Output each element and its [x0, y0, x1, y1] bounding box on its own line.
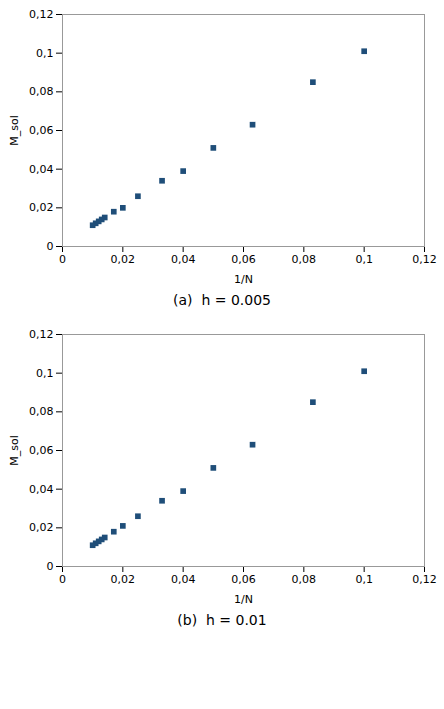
svg-text:0,04: 0,04	[29, 163, 54, 176]
svg-text:0: 0	[47, 240, 54, 253]
svg-text:0,1: 0,1	[36, 47, 54, 60]
svg-text:0: 0	[47, 560, 54, 573]
svg-text:0,08: 0,08	[29, 405, 54, 418]
svg-text:0,02: 0,02	[29, 521, 54, 534]
svg-text:0,08: 0,08	[292, 573, 317, 586]
svg-text:0,06: 0,06	[231, 573, 256, 586]
svg-text:0,1: 0,1	[355, 573, 373, 586]
svg-text:0,02: 0,02	[29, 201, 54, 214]
svg-text:0,04: 0,04	[171, 573, 196, 586]
svg-text:0,12: 0,12	[29, 8, 54, 21]
svg-text:0,02: 0,02	[111, 573, 136, 586]
svg-text:0,06: 0,06	[231, 253, 256, 266]
svg-text:0,12: 0,12	[29, 328, 54, 341]
svg-text:0: 0	[59, 253, 66, 266]
svg-text:0,04: 0,04	[171, 253, 196, 266]
html-text:(b) h = 0.01: (b) h = 0.01	[177, 612, 267, 628]
svg-text:0,06: 0,06	[29, 444, 54, 457]
svg-text:0,1: 0,1	[355, 253, 373, 266]
svg-text:0,02: 0,02	[111, 253, 136, 266]
svg-text:0,12: 0,12	[412, 253, 437, 266]
html-text:(a) h = 0.005: (a) h = 0.005	[173, 292, 271, 308]
svg-text:M_sol: M_sol	[8, 435, 21, 466]
svg-text:1/N: 1/N	[234, 273, 253, 286]
svg-text:0,12: 0,12	[412, 573, 437, 586]
svg-text:0: 0	[59, 573, 66, 586]
svg-text:0,08: 0,08	[29, 85, 54, 98]
svg-text:0,08: 0,08	[292, 253, 317, 266]
svg-text:0,1: 0,1	[36, 367, 54, 380]
svg-text:0,06: 0,06	[29, 124, 54, 137]
svg-text:0,04: 0,04	[29, 483, 54, 496]
svg-text:M_sol: M_sol	[8, 115, 21, 146]
svg-text:1/N: 1/N	[234, 593, 253, 606]
